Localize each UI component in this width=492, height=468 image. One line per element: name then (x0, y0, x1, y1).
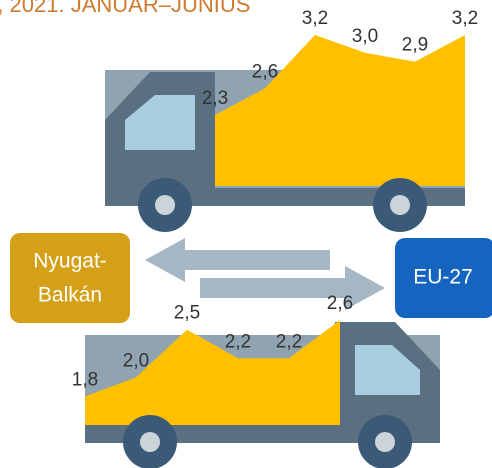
source-label: Balkán (38, 284, 102, 307)
truck-bottom (85, 320, 440, 468)
value-label: 3,0 (352, 26, 378, 47)
target-label: EU-27 (413, 266, 473, 289)
value-label: 2,3 (202, 88, 228, 109)
value-label: 2,0 (123, 350, 149, 371)
value-label: 3,2 (302, 8, 328, 29)
value-label: 1,8 (72, 369, 98, 390)
value-label: 2,2 (276, 331, 302, 352)
value-label: 2,9 (402, 35, 428, 56)
source-box (10, 233, 130, 323)
value-label: 2,2 (225, 331, 251, 352)
value-label: 2,6 (327, 293, 353, 314)
value-label: 3,2 (452, 8, 478, 29)
title: ), 2021. JANUÁR–JÚNIUS (0, 0, 250, 17)
value-label: 2,6 (252, 61, 278, 82)
area (215, 35, 465, 186)
infographic: ), 2021. JANUÁR–JÚNIUS Nyugat- Balkán EU… (0, 0, 492, 468)
arrow-left (145, 238, 330, 282)
value-label: 2,5 (174, 303, 200, 324)
source-label: Nyugat- (33, 250, 107, 273)
arrow-right (200, 266, 385, 310)
truck-top (105, 35, 465, 232)
